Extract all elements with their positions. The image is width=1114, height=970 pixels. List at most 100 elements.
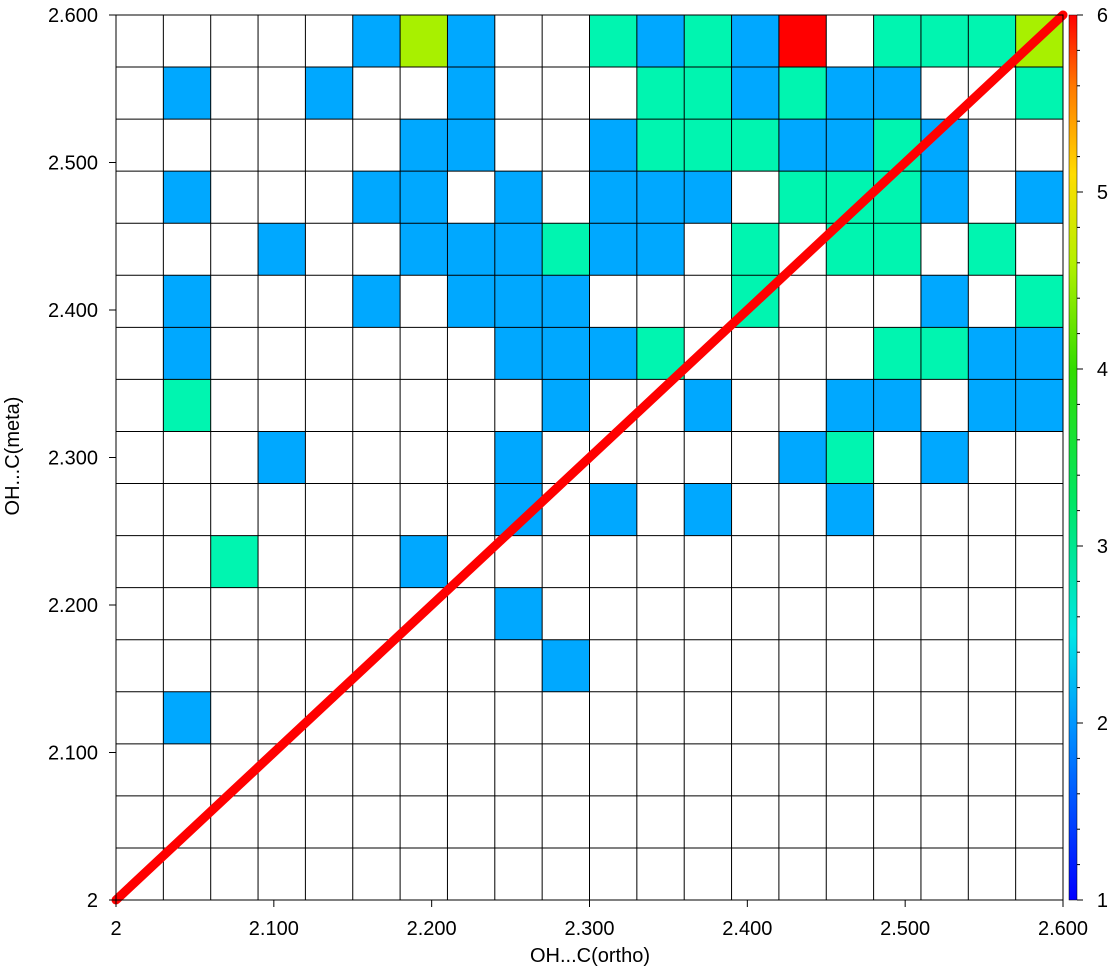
heatmap-cell [920,431,969,484]
colorbar-tick-label: 1 [1097,890,1108,912]
x-axis-label: OH...C(ortho) [530,945,650,967]
heatmap-cell [778,67,827,120]
heatmap-cell [447,223,495,276]
heatmap-cell [684,15,732,68]
x-tick-label: 2.200 [407,918,457,940]
heatmap-cell [494,275,543,328]
heatmap-cell [163,171,211,224]
heatmap-cell [731,67,779,120]
heatmap-cell [352,171,401,224]
heatmap-cell [1015,327,1063,380]
heatmap-cell [873,379,921,432]
colorbar-gradient [1068,14,1078,901]
heatmap-cell [636,67,685,120]
heatmap-cell [826,67,874,120]
heatmap-cell [400,119,448,172]
heatmap-cell [542,639,590,692]
heatmap-cell [873,15,921,68]
heatmap-cell [589,15,637,68]
colorbar: 1 2 3 4 5 6 [1068,5,1108,912]
colorbar-tick-label: 3 [1097,536,1108,558]
heatmap-cell [163,275,211,328]
heatmap-cell [400,535,448,588]
y-axis-label: OH...C(meta) [2,397,24,516]
heatmap-cell [163,691,211,744]
heatmap-cell [778,171,827,224]
heatmap-cell [305,67,353,120]
heatmap-cell [684,119,732,172]
heatmap-cell [684,171,732,224]
heatmap-cell [447,119,495,172]
heatmap-cell [352,15,401,68]
colorbar-tick-label: 4 [1097,359,1108,381]
heatmap-cell [684,483,732,536]
y-tick-label: 2.400 [48,300,98,322]
heatmap-cell [778,431,827,484]
heatmap-cell [258,431,306,484]
heatmap-cell [826,483,874,536]
heatmap-cell [826,119,874,172]
heatmap-cell [542,327,590,380]
heatmap-cell [1015,67,1063,120]
heatmap-cell [873,171,921,224]
x-tick-label: 2.100 [249,918,299,940]
y-tick-label: 2.500 [48,153,98,175]
heatmap-cell [684,67,732,120]
heatmap-cell [968,223,1016,276]
heatmap-cell [589,327,637,380]
y-tick-label: 2.100 [48,743,98,765]
heatmap-cell [494,587,543,640]
heatmap-cell [589,171,637,224]
heatmap-cell [731,15,779,68]
heatmap-cell [636,223,685,276]
heatmap-cell [731,223,779,276]
heatmap-cell [542,275,590,328]
heatmap-cell [684,379,732,432]
heatmap-cell [920,15,969,68]
heatmap-cell [968,327,1016,380]
y-tick-label: 2.200 [48,595,98,617]
heatmap-cell [1015,275,1063,328]
heatmap-cell [826,431,874,484]
y-tick-label: 2.600 [48,5,98,27]
heatmap-cell [163,67,211,120]
heatmap-cell [636,15,685,68]
heatmap-cell [731,119,779,172]
diagonal-line-layer [111,10,1068,905]
heatmap-cell [494,327,543,380]
heatmap-cell [494,431,543,484]
colorbar-tick-label: 5 [1097,182,1108,204]
heatmap-cell [447,275,495,328]
heatmap-cell [920,171,969,224]
heatmap-cell [873,327,921,380]
heatmap-cell [968,15,1016,68]
heatmap-cell [589,223,637,276]
heatmap-cell [589,119,637,172]
x-tick-label: 2.600 [1038,918,1088,940]
heatmap-cell [873,223,921,276]
heatmap-cell [1015,379,1063,432]
heatmap-cell [210,535,259,588]
y-tick-label: 2 [87,890,98,912]
heatmap-cell [494,171,543,224]
heatmap-cell [636,119,685,172]
heatmap-cell [400,223,448,276]
x-tick-label: 2.500 [880,918,930,940]
heatmap-cell [873,119,921,172]
x-tick-label: 2.300 [564,918,614,940]
heatmap-cell [778,15,827,68]
heatmap-cell [163,327,211,380]
heatmap-cell [542,223,590,276]
heatmap-cell [494,223,543,276]
x-tick-label: 2.400 [722,918,772,940]
heatmap-cell [873,67,921,120]
heatmap-cell [447,67,495,120]
colorbar-tick-label: 6 [1097,5,1108,27]
heatmap-cell [542,379,590,432]
heatmap-cell [636,171,685,224]
heatmap-cell [1015,171,1063,224]
heatmap-cell [826,379,874,432]
heatmap-cell [968,379,1016,432]
heatmap-cell [163,379,211,432]
